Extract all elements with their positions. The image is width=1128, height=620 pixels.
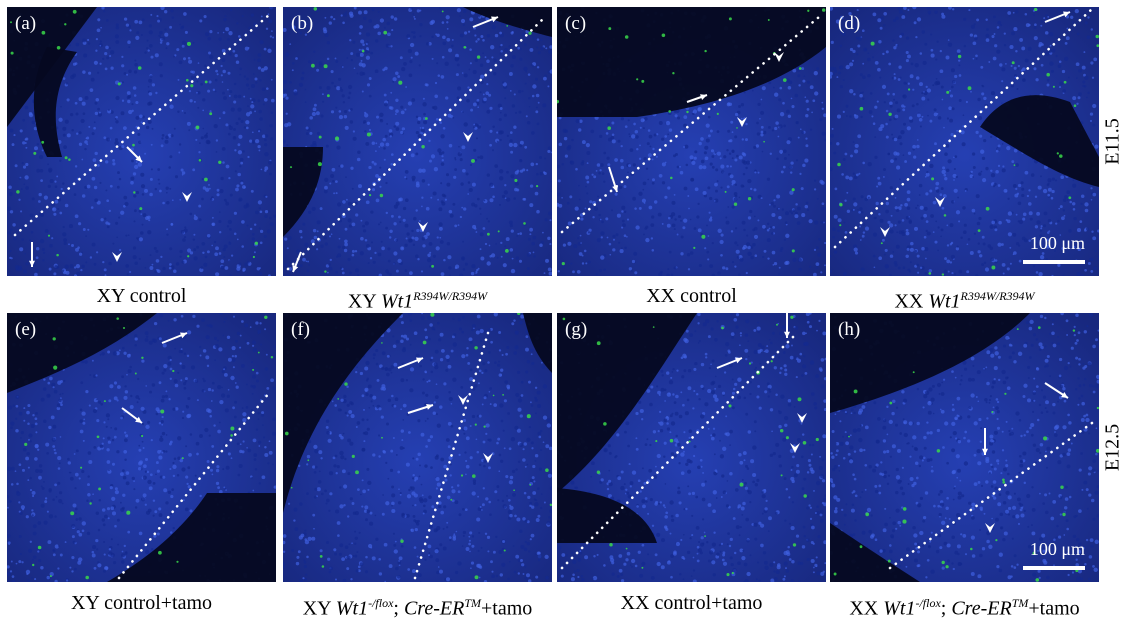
- panel-letter-label: (d): [838, 13, 860, 35]
- micrograph-image: [283, 313, 552, 582]
- caption-a: XY control: [7, 285, 276, 307]
- panel-letter-label: (e): [15, 319, 36, 341]
- panel-f: (f): [283, 313, 552, 582]
- stage-label-e11-5: E11.5: [1102, 112, 1125, 172]
- panel-b: (b): [283, 7, 552, 276]
- panel-letter-label: (g): [565, 319, 587, 341]
- panel-letter-label: (a): [15, 13, 36, 35]
- panel-letter-label: (f): [291, 319, 310, 341]
- panel-h: (h) 100 μm: [830, 313, 1099, 582]
- panel-a: (a): [7, 7, 276, 276]
- panel-letter-label: (c): [565, 13, 586, 35]
- caption-g: XX control+tamo: [557, 592, 826, 614]
- panel-g: (g): [557, 313, 826, 582]
- caption-c: XX control: [557, 285, 826, 307]
- micrograph-image: [557, 313, 826, 582]
- micrograph-image: [7, 313, 276, 582]
- panel-c: (c): [557, 7, 826, 276]
- micrograph-image: [557, 7, 826, 276]
- scale-bar-label: 100 μm: [1030, 539, 1085, 560]
- micrograph-image: [283, 7, 552, 276]
- panel-e: (e): [7, 313, 276, 582]
- stage-label-e12-5: E12.5: [1102, 418, 1125, 478]
- scale-bar: [1023, 260, 1085, 264]
- panel-letter-label: (b): [291, 13, 313, 35]
- panel-d: (d) 100 μm: [830, 7, 1099, 276]
- caption-e: XY control+tamo: [7, 592, 276, 614]
- scale-bar-label: 100 μm: [1030, 233, 1085, 254]
- panel-letter-label: (h): [838, 319, 860, 341]
- caption-d: XX Wt1R394W/R394W: [830, 285, 1099, 313]
- scale-bar: [1023, 566, 1085, 570]
- micrograph-image: [7, 7, 276, 276]
- caption-b: XY Wt1R394W/R394W: [283, 285, 552, 313]
